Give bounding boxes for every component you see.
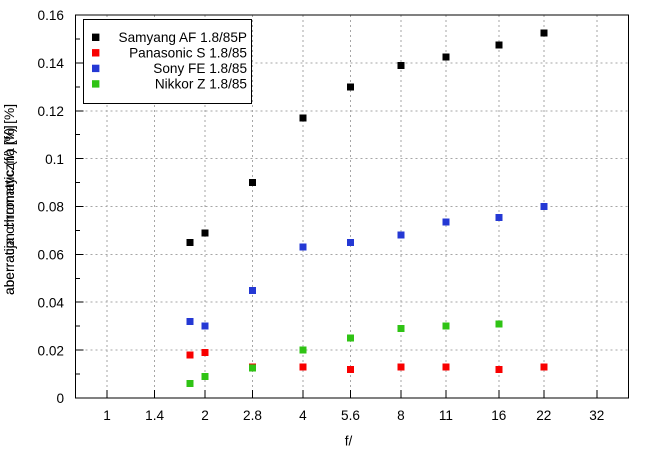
- svg-text:Samyang AF 1.8/85P: Samyang AF 1.8/85P: [119, 30, 247, 45]
- svg-text:0.1: 0.1: [45, 152, 64, 167]
- svg-text:Nikkor Z 1.8/85: Nikkor Z 1.8/85: [155, 77, 247, 92]
- svg-text:0.06: 0.06: [38, 248, 64, 263]
- svg-text:32: 32: [589, 408, 604, 423]
- svg-text:2: 2: [201, 408, 209, 423]
- svg-text:22: 22: [536, 408, 551, 423]
- svg-text:11: 11: [439, 408, 453, 423]
- svg-text:0.14: 0.14: [38, 56, 65, 71]
- svg-text:aberration chromatic (f/) [%]: aberration chromatic (f/) [%]: [2, 125, 17, 295]
- svg-text:1.4: 1.4: [145, 408, 164, 423]
- svg-text:0.16: 0.16: [38, 8, 64, 23]
- svg-text:0.02: 0.02: [38, 343, 64, 358]
- svg-text:f/: f/: [345, 433, 353, 448]
- svg-text:0: 0: [56, 391, 64, 406]
- svg-text:5.6: 5.6: [341, 408, 360, 423]
- svg-text:2.8: 2.8: [243, 408, 262, 423]
- svg-text:Sony FE 1.8/85: Sony FE 1.8/85: [153, 61, 247, 76]
- svg-text:Panasonic S 1.8/85: Panasonic S 1.8/85: [129, 46, 247, 61]
- svg-text:0.08: 0.08: [38, 200, 64, 215]
- svg-text:8: 8: [397, 408, 405, 423]
- svg-text:16: 16: [491, 408, 506, 423]
- svg-text:1: 1: [103, 408, 111, 423]
- svg-text:0.12: 0.12: [38, 104, 64, 119]
- svg-text:0.04: 0.04: [38, 295, 65, 310]
- svg-text:aberracja chromatyczna (f/) [%: aberracja chromatyczna (f/) [%]: [2, 104, 17, 295]
- svg-text:4: 4: [299, 408, 307, 423]
